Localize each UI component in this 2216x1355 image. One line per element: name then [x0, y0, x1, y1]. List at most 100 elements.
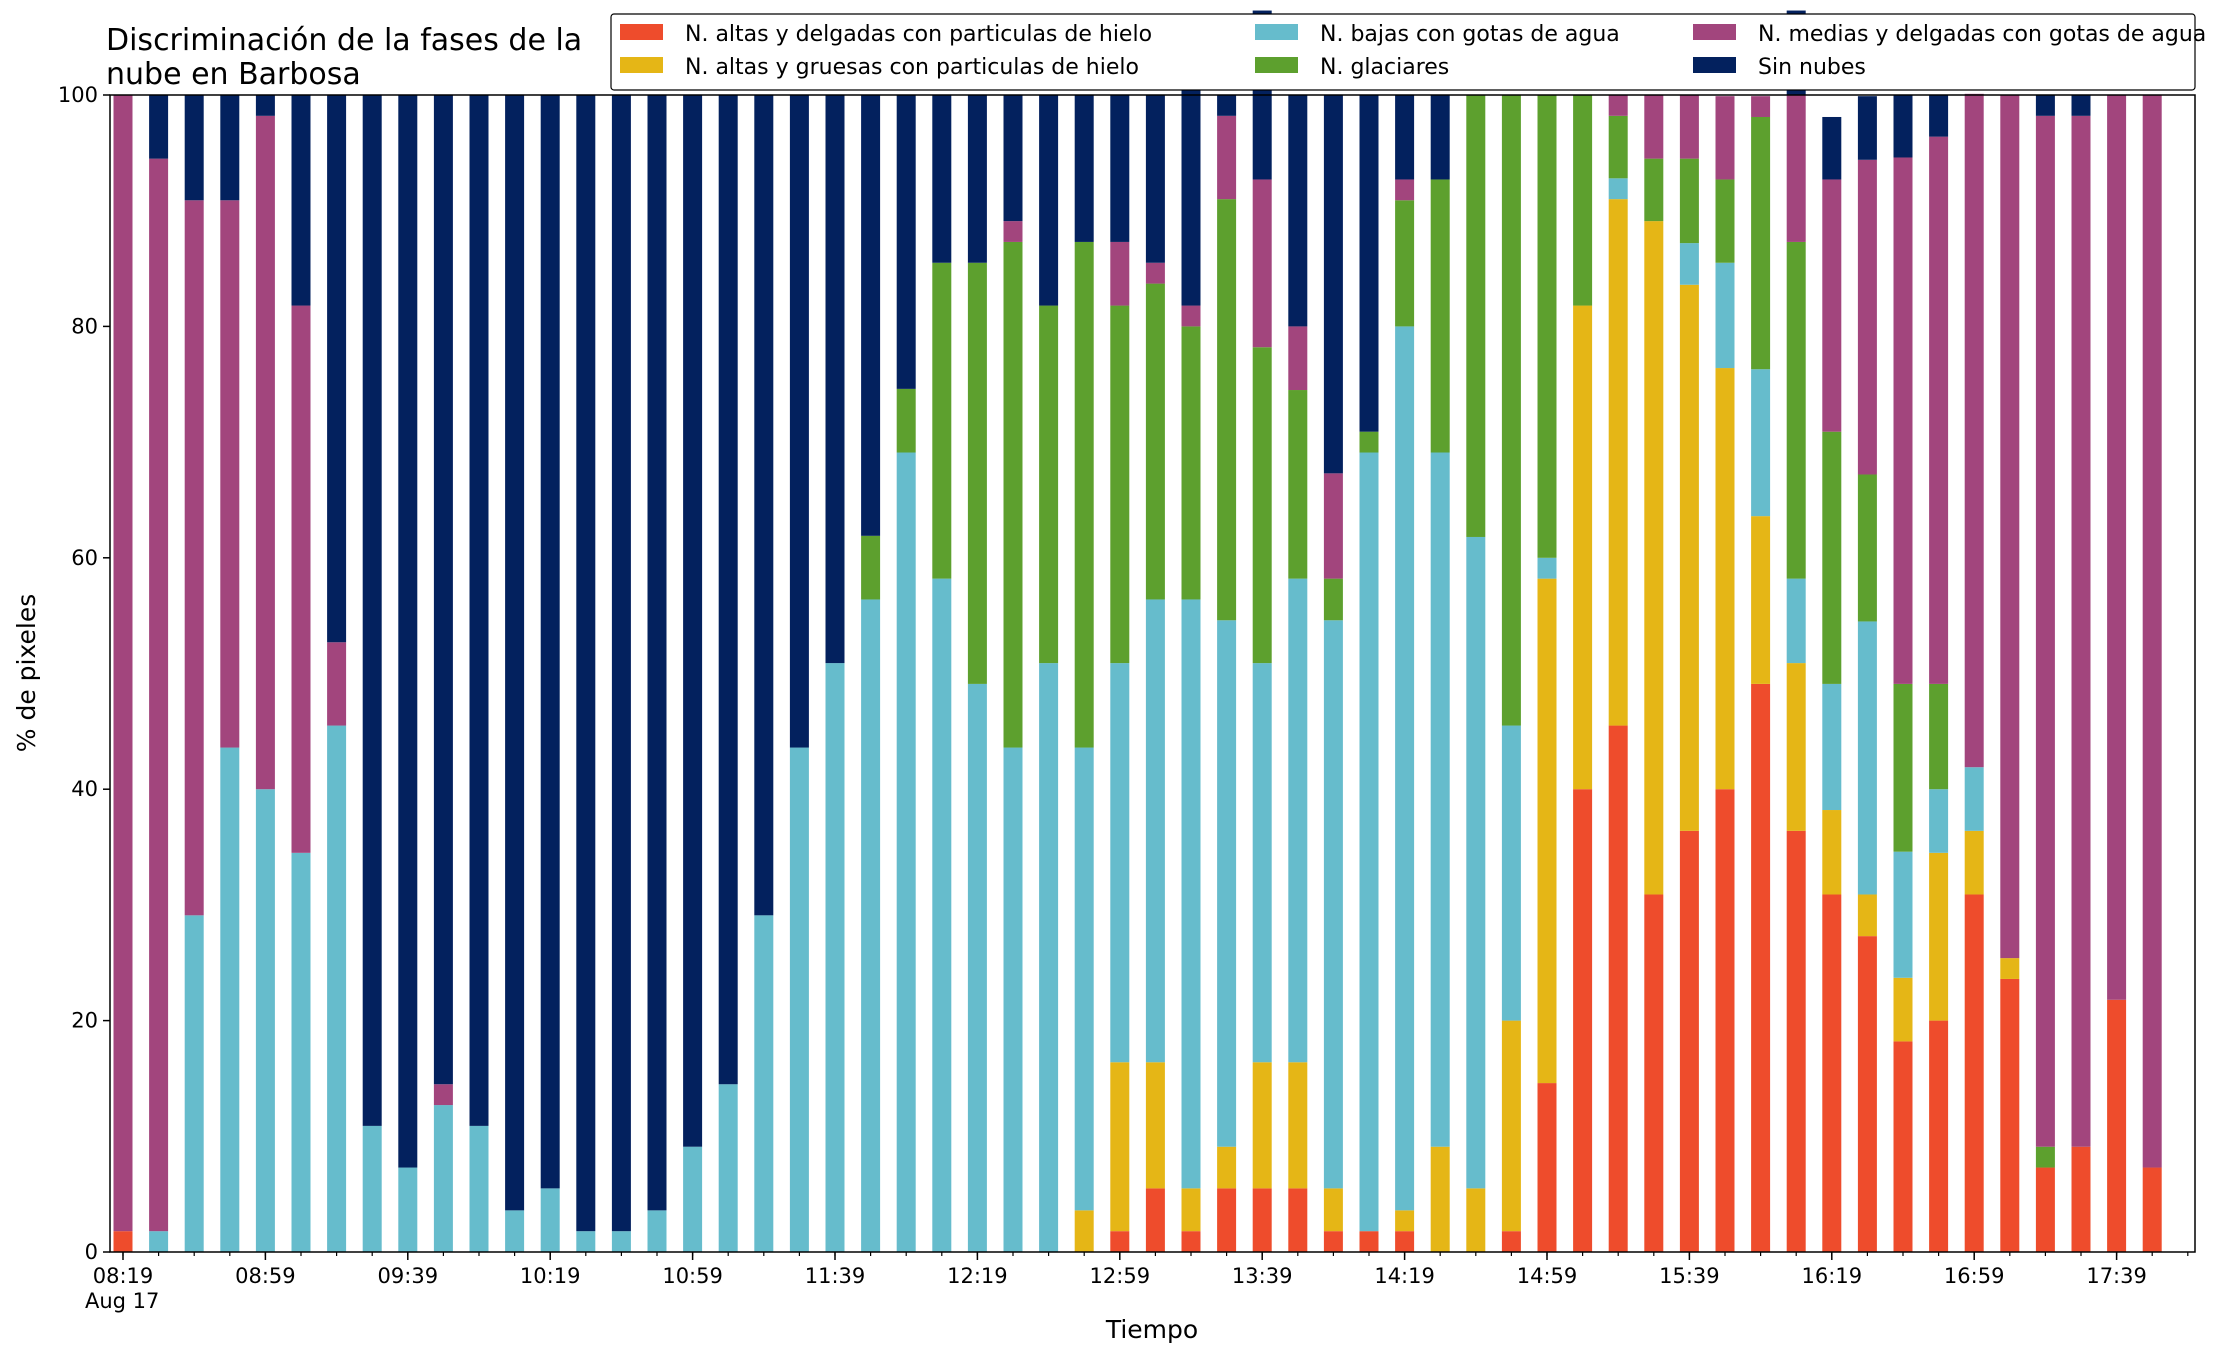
bar-segment-s2-c35	[1359, 452, 1379, 1232]
bar-segment-s5-c35	[1359, 95, 1379, 432]
bar-segment-s3-c29	[1145, 283, 1165, 600]
bar-segment-s5-c25	[1003, 95, 1023, 222]
bar-segment-s3-c31	[1217, 199, 1237, 621]
bar-segment-s0-c44	[1679, 830, 1699, 1252]
bar-segment-s5-c50	[1893, 95, 1913, 158]
bar-segment-s4-c48	[1822, 179, 1842, 432]
bar-segment-s2-c39	[1501, 725, 1521, 1021]
legend-swatch	[1255, 24, 1298, 40]
bar-segment-s4-c30	[1181, 305, 1201, 327]
bar-segment-s4-c53	[2000, 95, 2020, 959]
bar-segment-s5-c34	[1323, 95, 1343, 474]
bar-segment-s3-c27	[1074, 241, 1094, 748]
bar-segment-s4-c56	[2107, 95, 2127, 1000]
bar-segment-s2-c20	[825, 663, 845, 1252]
bar-segment-s1-c36	[1395, 1210, 1415, 1232]
bar-segment-s2-c12	[540, 1188, 560, 1252]
bar-segment-s1-c53	[2000, 958, 2020, 979]
bar-segment-s1-c45	[1715, 368, 1735, 790]
bar-segment-s2-c28	[1110, 663, 1130, 1063]
bar-segment-s2-c18	[754, 915, 774, 1252]
bar-segment-s5-c14	[611, 95, 631, 1232]
bar-segment-s4-c25	[1003, 221, 1023, 242]
chart-title-line: Discriminación de la fases de la	[106, 23, 582, 58]
bar-segment-s3-c51	[1929, 683, 1949, 790]
x-tick-label: 10:19	[520, 1264, 581, 1288]
bar-segment-s3-c30	[1181, 326, 1201, 600]
bar-segment-s4-c57	[2142, 95, 2162, 1168]
bar-segment-s1-c39	[1501, 1020, 1521, 1232]
x-tick-label: 13:39	[1232, 1264, 1293, 1288]
bar-segment-s1-c51	[1929, 852, 1949, 1021]
x-tick-label: 14:59	[1517, 1264, 1578, 1288]
bar-segment-s0-c31	[1217, 1188, 1237, 1252]
plot-frame	[109, 94, 2196, 1253]
legend-label: Sin nubes	[1758, 55, 1866, 80]
bar-segment-s0-c32	[1252, 1188, 1272, 1252]
bar-segment-s1-c40	[1537, 578, 1557, 1084]
bar-segment-s3-c46	[1751, 116, 1771, 370]
bar-segment-s4-c28	[1110, 241, 1130, 306]
bar-segment-s2-c23	[932, 578, 952, 1252]
bar-segment-s1-c37	[1430, 1146, 1450, 1252]
bar-segment-s3-c47	[1786, 241, 1806, 579]
x-tick-sublabel: Aug 17	[85, 1289, 159, 1313]
y-tick-label: 100	[58, 83, 98, 107]
legend-swatch	[620, 57, 663, 73]
bar-segment-s3-c45	[1715, 179, 1735, 263]
bar-segment-s0-c57	[2142, 1167, 2162, 1252]
bar-segment-s1-c41	[1573, 305, 1593, 790]
bar-segment-s2-c37	[1430, 452, 1450, 1147]
bar-segment-s2-c36	[1395, 326, 1415, 1211]
legend-label: N. altas y delgadas con particulas de hi…	[685, 22, 1152, 47]
bar-segment-s3-c26	[1039, 305, 1059, 664]
bar-segment-s1-c34	[1323, 1188, 1343, 1232]
bar-segment-s2-c32	[1252, 663, 1272, 1063]
bar-segment-s2-c49	[1857, 621, 1877, 895]
legend-swatch	[620, 24, 663, 40]
bar-segment-s1-c27	[1074, 1210, 1094, 1252]
bar-segment-s1-c48	[1822, 810, 1842, 895]
bar-segment-s1-c29	[1145, 1062, 1165, 1189]
bar-segment-s4-c3	[220, 200, 240, 748]
bar-segment-s5-c26	[1039, 95, 1059, 306]
legend: N. altas y delgadas con particulas de hi…	[610, 13, 2206, 91]
bar-segment-s0-c29	[1145, 1188, 1165, 1252]
bar-segment-s0-c43	[1644, 894, 1664, 1252]
bar-segment-s0-c35	[1359, 1231, 1379, 1252]
bar-segment-s4-c50	[1893, 157, 1913, 684]
bar-segment-s2-c21	[861, 599, 881, 1252]
bar-segment-s1-c30	[1181, 1188, 1201, 1232]
bar-segment-s2-c4	[255, 789, 275, 1252]
bar-segment-s2-c7	[362, 1125, 382, 1252]
bar-segment-s5-c17	[718, 95, 738, 1085]
bar-segment-s5-c7	[362, 95, 382, 1126]
bar-segment-s3-c39	[1501, 95, 1521, 726]
bar-segment-s5-c10	[469, 95, 489, 1126]
bar-segment-s4-c47	[1786, 95, 1806, 242]
bar-segment-s1-c47	[1786, 663, 1806, 831]
y-tick-label: 0	[85, 1240, 98, 1264]
legend-swatch	[1255, 57, 1298, 73]
bar-segment-s4-c54	[2035, 115, 2055, 1147]
bar-segment-s2-c47	[1786, 578, 1806, 664]
legend-frame	[610, 13, 2196, 91]
legend-label: N. altas y gruesas con particulas de hie…	[685, 55, 1139, 80]
bar-segment-s5-c48	[1822, 116, 1842, 180]
x-tick-label: 12:59	[1090, 1264, 1151, 1288]
bar-segment-s3-c48	[1822, 431, 1842, 684]
x-tick-label: 12:19	[947, 1264, 1008, 1288]
y-tick-label: 20	[71, 1009, 98, 1033]
bar-segment-s0-c0	[113, 1231, 133, 1252]
bar-segment-s2-c33	[1288, 578, 1308, 1063]
bar-segment-s0-c46	[1751, 683, 1771, 1252]
bar-segment-s0-c56	[2107, 999, 2127, 1252]
bar-segment-s5-c15	[647, 95, 667, 1211]
y-tick-label: 80	[71, 314, 98, 338]
bar-segment-s3-c37	[1430, 179, 1450, 453]
bar-segment-s0-c30	[1181, 1231, 1201, 1252]
bar-segment-s1-c50	[1893, 977, 1913, 1042]
bar-segment-s3-c22	[896, 388, 916, 453]
